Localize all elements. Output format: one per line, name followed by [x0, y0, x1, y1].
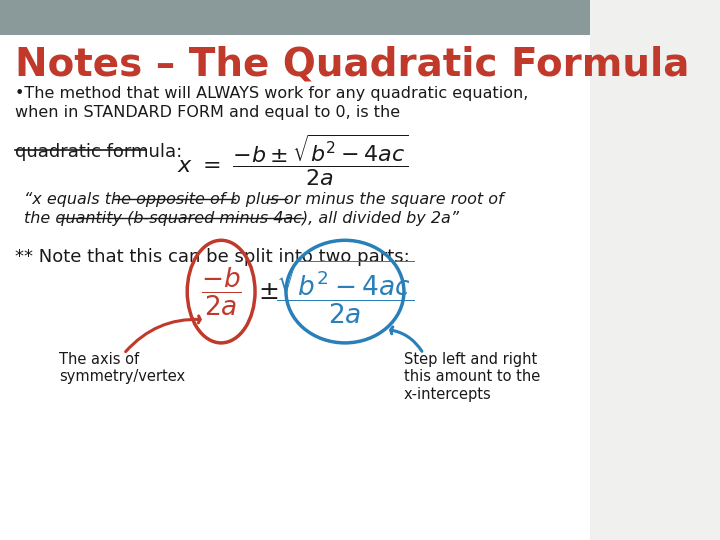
Text: when in STANDARD FORM and equal to 0, is the: when in STANDARD FORM and equal to 0, is… [14, 105, 400, 120]
Text: •The method that will ALWAYS work for any quadratic equation,: •The method that will ALWAYS work for an… [14, 86, 528, 102]
Text: the quantity (b-squared minus 4ac), all divided by 2a”: the quantity (b-squared minus 4ac), all … [24, 211, 459, 226]
Text: $\dfrac{-b}{2a}$: $\dfrac{-b}{2a}$ [201, 266, 241, 318]
Text: The axis of
symmetry/vertex: The axis of symmetry/vertex [59, 352, 185, 384]
Text: “x equals the opposite of b plus or minus the square root of: “x equals the opposite of b plus or minu… [24, 192, 503, 207]
Text: $x \ = \ \dfrac{-b\pm\sqrt{b^2-4ac}}{2a}$: $x \ = \ \dfrac{-b\pm\sqrt{b^2-4ac}}{2a}… [177, 132, 408, 187]
Text: $\dfrac{\sqrt{b^2-4ac}}{2a}$: $\dfrac{\sqrt{b^2-4ac}}{2a}$ [276, 258, 414, 326]
Text: Notes – The Quadratic Formula: Notes – The Quadratic Formula [14, 46, 689, 84]
Text: Step left and right
this amount to the
x-intercepts: Step left and right this amount to the x… [404, 352, 540, 402]
Text: $\pm$: $\pm$ [258, 280, 279, 303]
FancyBboxPatch shape [0, 0, 590, 35]
FancyBboxPatch shape [0, 35, 590, 540]
Text: ** Note that this can be split into two parts:: ** Note that this can be split into two … [14, 248, 410, 266]
Text: quadratic formula:: quadratic formula: [14, 143, 182, 161]
